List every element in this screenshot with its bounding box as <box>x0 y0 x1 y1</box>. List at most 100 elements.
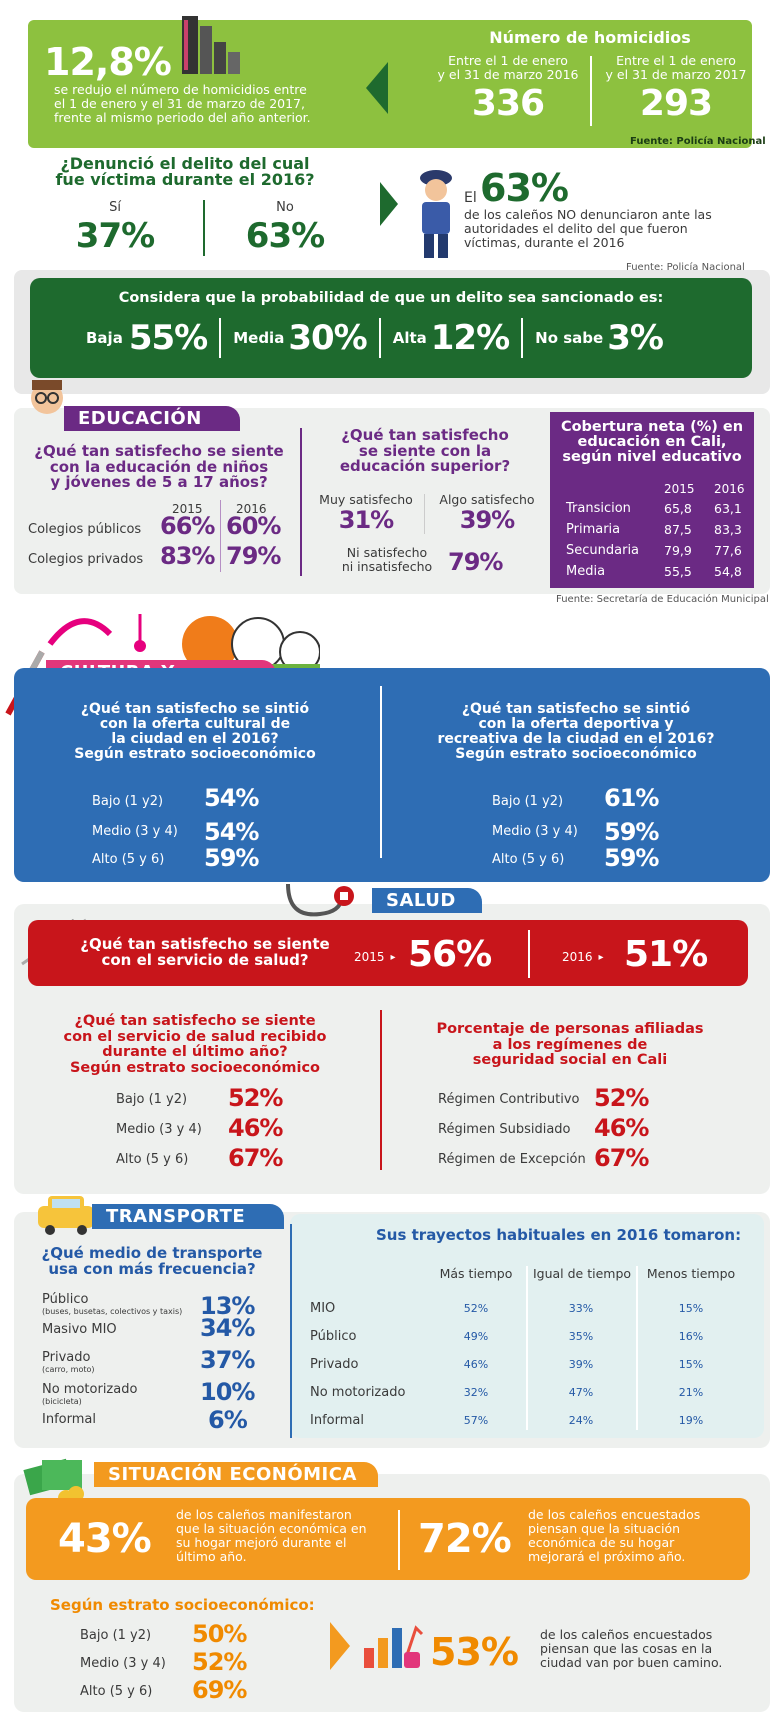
trip-row: Público 49% 35% 16% <box>310 1322 750 1350</box>
homicides-title: Número de homicidios <box>489 28 691 47</box>
coverage-panel <box>550 412 754 588</box>
eco-value-53: 53% <box>430 1630 519 1674</box>
divider <box>398 1510 400 1570</box>
mode-row: Masivo MIO <box>42 1322 117 1337</box>
regimen-value-excepcion: 67% <box>594 1144 649 1172</box>
stethoscope-icon <box>280 878 370 922</box>
trips-header-menos: Menos tiempo <box>646 1266 736 1281</box>
desc-line: que la situación económica en <box>176 1521 367 1536</box>
question-line: usa con más frecuencia? <box>48 1259 256 1278</box>
cultura-q1: ¿Qué tan satisfecho se sintió con la ofe… <box>30 702 360 762</box>
question-line: con la oferta cultural de <box>99 716 291 732</box>
divider <box>203 200 205 256</box>
edu-value-publicos-2015: 66% <box>160 512 215 540</box>
homicides-panel <box>28 20 752 148</box>
sancion-items: Baja 55% Media 30% Alta 12% No sabe 3% <box>86 318 664 358</box>
question-line: fue víctima durante el 2016? <box>55 170 315 189</box>
divider <box>300 428 302 576</box>
muy-label: Muy satisfecho <box>319 492 413 507</box>
cov-value: 65,8 <box>664 501 692 516</box>
trip-label: No motorizado <box>310 1384 406 1400</box>
yes-label: Sí <box>109 200 121 215</box>
cov-label: Primaria <box>566 522 621 537</box>
mode-row: No motorizado (bicicleta) <box>42 1382 137 1406</box>
question-line: y jóvenes de 5 a 17 años? <box>50 473 268 491</box>
mode-value: 10% <box>200 1378 255 1406</box>
trip-row: MIO 52% 33% 15% <box>310 1294 750 1322</box>
transporte-title: TRANSPORTE <box>92 1204 284 1229</box>
growth-chart-icon <box>360 1618 424 1672</box>
eco-desc-1: de los caleños manifestaron que la situa… <box>176 1508 367 1564</box>
mode-value: 34% <box>200 1314 255 1342</box>
edu-value-publicos-2016: 60% <box>226 512 281 540</box>
divider <box>380 686 382 858</box>
year-label: 2015 <box>354 950 385 964</box>
arrow-left-icon <box>366 62 388 114</box>
trips-table: MIO 52% 33% 15% Público 49% 35% 16% Privado 46%… <box>310 1294 750 1434</box>
eco-label-bajo: Bajo (1 y2) <box>80 1628 152 1643</box>
question-line: Según estrato socioeconómico <box>455 746 697 762</box>
trip-value: 32% <box>463 1385 489 1399</box>
divider <box>521 318 524 358</box>
sancion-title: Considera que la probabilidad de que un … <box>118 290 664 306</box>
coverage-row: Media 55,5 54,8 <box>566 561 752 582</box>
trips-header-mas: Más tiempo <box>439 1266 513 1281</box>
homicides-2016-value: 336 <box>471 83 545 124</box>
eco-value-medio: 52% <box>192 1648 247 1676</box>
cultura-q2: ¿Qué tan satisfecho se sintió con la ofe… <box>396 702 756 762</box>
divider <box>219 318 222 358</box>
cultura-value-medio: 54% <box>204 818 259 846</box>
coverage-table: Transicion 65,8 63,1 Primaria 87,5 83,3 Secu… <box>566 498 752 582</box>
cultura-value-bajo: 54% <box>204 784 259 812</box>
mode-value: 13% <box>200 1292 255 1320</box>
sancion-value-media: 30% <box>288 318 367 358</box>
estrato-title: Según estrato socioeconómico: <box>50 1596 315 1614</box>
trip-value: 49% <box>463 1329 489 1343</box>
cov-year-2015: 2015 <box>664 482 695 496</box>
money-icon <box>20 1450 90 1506</box>
trip-value: 24% <box>568 1413 594 1427</box>
trip-value: 46% <box>463 1357 489 1371</box>
question-line: ¿Qué tan satisfecho se sintió <box>80 701 310 717</box>
year-2015: 2015 <box>172 502 203 516</box>
trip-value: 35% <box>568 1329 594 1343</box>
eco-value-alto: 69% <box>192 1676 247 1704</box>
divider <box>528 930 530 978</box>
question-line: a los regímenes de <box>492 1036 648 1053</box>
sancion-label-media: Media <box>233 329 285 347</box>
cultura-value-alto: 59% <box>204 844 259 872</box>
regimen-label-excepcion: Régimen de Excepción <box>438 1152 586 1167</box>
homicides-2017-value: 293 <box>639 83 713 124</box>
question-line: se siente con la <box>358 441 492 460</box>
divider <box>378 318 381 358</box>
deporte-label-bajo: Bajo (1 y2) <box>492 794 564 809</box>
trip-value: 57% <box>463 1413 489 1427</box>
divider <box>526 1266 528 1430</box>
cov-value: 83,3 <box>714 522 742 537</box>
ni-value: 79% <box>448 548 503 576</box>
trip-value: 15% <box>678 1357 704 1371</box>
edu-q2: ¿Qué tan satisfecho se siente con la edu… <box>310 427 540 475</box>
trip-label: Informal <box>310 1412 364 1428</box>
salud-label-bajo: Bajo (1 y2) <box>116 1092 188 1107</box>
divider <box>424 494 425 534</box>
cov-year-2016: 2016 <box>714 482 745 496</box>
educacion-source: Fuente: Secretaría de Educación Municipa… <box>556 594 769 605</box>
regimen-value-subsidiado: 46% <box>594 1114 649 1142</box>
deporte-label-alto: Alto (5 y 6) <box>492 852 565 867</box>
homicide-desc: se redujo el número de homicidios entre … <box>54 83 311 125</box>
algo-value: 39% <box>459 506 515 534</box>
desc-line: económica de su hogar <box>528 1535 675 1550</box>
coverage-title-line: educación en Cali, <box>577 434 727 450</box>
question-line: Según estrato socioeconómico <box>69 1059 321 1076</box>
question-line: con la oferta deportiva y <box>478 716 674 732</box>
desc-line: víctimas, durante el 2016 <box>464 235 625 250</box>
police-officer-icon <box>412 164 460 260</box>
mode-value: 37% <box>200 1346 255 1374</box>
salud-year-2016: 2016 ▸ <box>562 950 604 964</box>
trip-value: 16% <box>678 1329 704 1343</box>
mode-label: Privado <box>42 1350 91 1365</box>
divider <box>290 1224 292 1438</box>
question-line: ¿Qué tan satisfecho se sintió <box>461 701 691 717</box>
eco-value-bajo: 50% <box>192 1620 247 1648</box>
